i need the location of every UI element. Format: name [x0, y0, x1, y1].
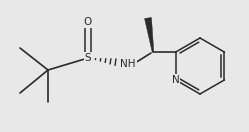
- Text: S: S: [85, 53, 91, 63]
- Polygon shape: [144, 18, 154, 52]
- Text: N: N: [172, 75, 180, 85]
- Text: O: O: [84, 17, 92, 27]
- Text: NH: NH: [120, 59, 136, 69]
